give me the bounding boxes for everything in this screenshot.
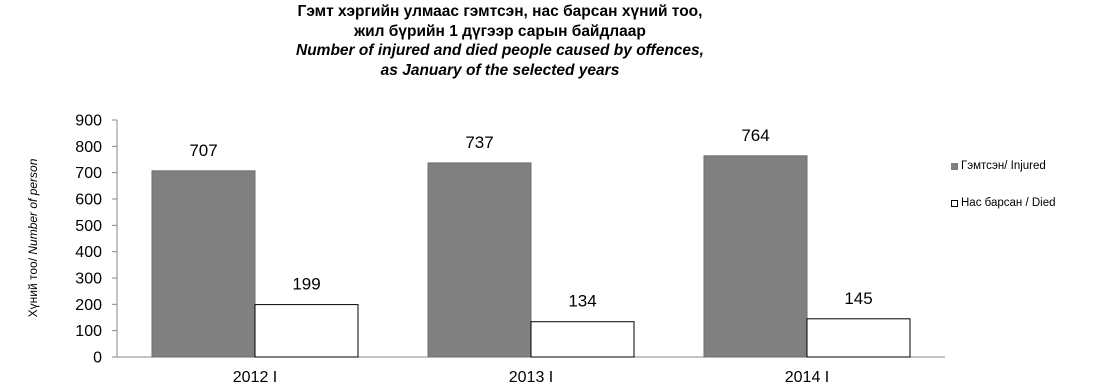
y-tick-label: 800 [75, 139, 102, 156]
y-tick-label: 600 [75, 192, 102, 209]
bar-died [806, 318, 911, 358]
data-label: 145 [844, 289, 872, 308]
y-axis-label-mn: Хүний тоо/ [26, 255, 40, 318]
legend-item-injured: Гэмтсэн/ Injured [951, 159, 1046, 173]
chart-title: Гэмт хэргийн улмаас гэмтсэн, нас барсан … [150, 2, 850, 80]
legend-swatch-injured [951, 162, 958, 170]
data-label: 134 [568, 292, 596, 311]
legend-item-died: Нас барсан / Died [951, 196, 1056, 210]
bar-injured [703, 155, 808, 358]
y-tick-label: 400 [75, 244, 102, 261]
y-tick-label: 500 [75, 218, 102, 235]
y-tick-label: 900 [75, 113, 102, 130]
y-tick-label: 100 [75, 323, 102, 340]
subtitle-line: as January of the selected years [380, 61, 620, 79]
y-tick-label: 200 [75, 297, 102, 314]
y-tick-label: 0 [93, 350, 102, 367]
y-axis-label-en: Number of person [26, 158, 40, 254]
x-tick-label: 2013 I [509, 369, 553, 386]
legend-label: Нас барсан / Died [961, 197, 1056, 209]
legend-swatch-died [951, 199, 958, 207]
y-axis-label: Хүний тоо/ Number of person [26, 158, 40, 317]
data-label: 707 [189, 141, 217, 160]
subtitle-line: Number of injured and died people caused… [296, 42, 704, 59]
legend-label: Гэмтсэн/ Injured [961, 160, 1046, 172]
x-tick-label: 2014 I [785, 369, 829, 386]
title-line: жил бүрийн 1 дүгээр сарын байдлаар [354, 22, 646, 40]
data-label: 737 [465, 133, 493, 152]
data-label: 764 [741, 126, 769, 145]
title-line: Гэмт хэргийн улмаас гэмтсэн, нас барсан … [297, 3, 703, 20]
bar-died [530, 321, 635, 358]
data-label: 199 [292, 275, 320, 294]
y-tick-label: 700 [75, 165, 102, 182]
x-tick-label: 2012 I [233, 369, 277, 386]
bar-injured [427, 162, 532, 358]
y-tick-label: 300 [75, 271, 102, 288]
bar-died [254, 304, 359, 358]
bar-injured [151, 170, 256, 358]
